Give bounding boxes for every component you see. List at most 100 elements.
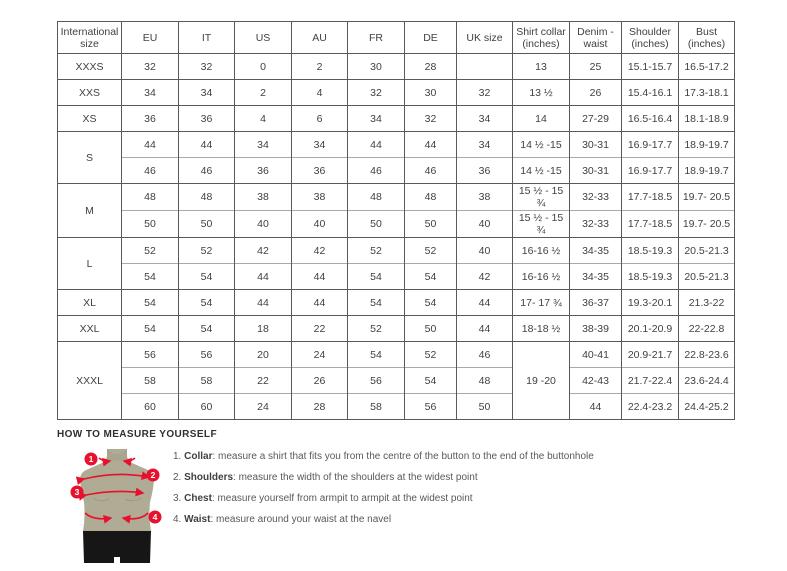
value-cell: 17.7-18.5 — [621, 210, 679, 238]
value-cell: 22 — [234, 367, 292, 394]
size-cell: L — [57, 237, 122, 290]
value-cell: 16.5-16.4 — [621, 105, 679, 132]
value-cell: 52 — [404, 237, 457, 264]
value-cell: 15 ½ - 15 ¾ — [512, 183, 570, 211]
value-cell: 40-41 — [569, 341, 622, 368]
value-cell: 6 — [291, 105, 348, 132]
value-cell: 44 — [456, 315, 513, 342]
value-cell: 54 — [121, 263, 179, 290]
chest-arrow — [77, 487, 145, 501]
size-cell: XS — [57, 105, 122, 132]
value-cell: 19.7- 20.5 — [678, 183, 735, 211]
value-cell: 48 — [456, 367, 513, 394]
column-header: FR — [347, 21, 405, 54]
value-cell: 20.1-20.9 — [621, 315, 679, 342]
value-cell: 44 — [347, 131, 405, 158]
value-cell: 52 — [178, 237, 235, 264]
marker-1-collar: 1 — [84, 452, 98, 466]
value-cell: 0 — [234, 53, 292, 80]
value-cell: 32-33 — [569, 210, 622, 238]
value-cell: 20.9-21.7 — [621, 341, 679, 368]
value-cell: 50 — [178, 210, 235, 238]
value-cell: 30-31 — [569, 157, 622, 184]
value-cell: 15 ½ - 15 ¾ — [512, 210, 570, 238]
size-cell: XXS — [57, 79, 122, 106]
value-cell: 18.5-19.3 — [621, 237, 679, 264]
value-cell: 18-18 ½ — [512, 315, 570, 342]
value-cell: 40 — [456, 237, 513, 264]
value-cell: 32-33 — [569, 183, 622, 211]
value-cell: 4 — [291, 79, 348, 106]
value-cell: 46 — [404, 157, 457, 184]
value-cell: 58 — [347, 393, 405, 420]
column-header: Shirt collar (inches) — [512, 21, 570, 54]
value-cell: 54 — [121, 315, 179, 342]
value-cell: 20 — [234, 341, 292, 368]
value-cell: 22.4-23.2 — [621, 393, 679, 420]
value-cell: 40 — [291, 210, 348, 238]
value-cell: 34-35 — [569, 237, 622, 264]
table-row: 50 50 40 40 50 50 40 15 ½ - 15 ¾ 32-33 17.7-18.5 1… — [58, 210, 735, 238]
value-cell: 20.5-21.3 — [678, 237, 735, 264]
value-cell: 27-29 — [569, 105, 622, 132]
value-cell: 34 — [178, 79, 235, 106]
value-cell: 56 — [178, 341, 235, 368]
svg-text:2: 2 — [151, 470, 156, 480]
waist-arrow-left — [84, 512, 113, 524]
value-cell: 34 — [291, 131, 348, 158]
shorts-shape — [83, 531, 151, 563]
marker-4-waist: 4 — [148, 510, 162, 524]
value-cell: 54 — [404, 263, 457, 290]
value-cell: 32 — [121, 53, 179, 80]
value-cell: 14 ½ -15 — [512, 131, 570, 158]
value-cell: 46 — [347, 157, 405, 184]
value-cell: 54 — [404, 289, 457, 316]
value-cell: 15.1-15.7 — [621, 53, 679, 80]
value-cell: 48 — [347, 183, 405, 211]
value-cell: 46 — [178, 157, 235, 184]
value-cell: 24.4-25.2 — [678, 393, 735, 420]
value-cell: 32 — [347, 79, 405, 106]
value-cell: 19.3-20.1 — [621, 289, 679, 316]
size-cell: XL — [57, 289, 122, 316]
value-cell: 22-22.8 — [678, 315, 735, 342]
value-cell: 40 — [234, 210, 292, 238]
svg-text:3: 3 — [75, 487, 80, 497]
measure-section-title: HOW TO MEASURE YOURSELF — [57, 429, 217, 440]
value-cell: 21.3-22 — [678, 289, 735, 316]
value-cell: 58 — [121, 367, 179, 394]
value-cell: 50 — [347, 210, 405, 238]
value-cell: 36-37 — [569, 289, 622, 316]
value-cell: 22 — [291, 315, 348, 342]
value-cell: 36 — [121, 105, 179, 132]
value-cell: 25 — [569, 53, 622, 80]
column-header: EU — [121, 21, 179, 54]
measure-step: 2. Shoulders: measure the width of the s… — [173, 472, 478, 483]
value-cell: 13 — [512, 53, 570, 80]
value-cell: 16.5-17.2 — [678, 53, 735, 80]
value-cell: 18.1-18.9 — [678, 105, 735, 132]
column-header: Denim - waist — [569, 21, 622, 54]
value-cell: 34 — [234, 131, 292, 158]
value-cell: 17.7-18.5 — [621, 183, 679, 211]
svg-text:1: 1 — [89, 454, 94, 464]
measure-step: 4. Waist: measure around your waist at t… — [173, 514, 392, 525]
value-cell: 42-43 — [569, 367, 622, 394]
table-row: 46 46 36 36 46 46 36 14 ½ -15 30-31 16.9-17.7 18.9… — [58, 157, 735, 184]
value-cell: 36 — [178, 105, 235, 132]
value-cell: 44 — [121, 131, 179, 158]
value-cell: 14 ½ -15 — [512, 157, 570, 184]
value-cell: 44 — [569, 393, 622, 420]
value-cell: 34 — [456, 131, 513, 158]
value-cell: 44 — [234, 263, 292, 290]
value-cell: 34 — [121, 79, 179, 106]
value-cell: 18.5-19.3 — [621, 263, 679, 290]
value-cell: 30 — [347, 53, 405, 80]
value-cell: 54 — [347, 341, 405, 368]
value-cell: 54 — [121, 289, 179, 316]
table-row: XXS 34 34 2 4 32 30 32 13 ½ 26 15.4-16.1 17.3-18.1 — [57, 79, 735, 106]
value-cell: 14 — [512, 105, 570, 132]
value-cell: 24 — [291, 341, 348, 368]
size-chart-table: International size EU IT US AU FR DE UK size Shi… — [57, 21, 735, 420]
value-cell: 16-16 ½ — [512, 263, 570, 290]
